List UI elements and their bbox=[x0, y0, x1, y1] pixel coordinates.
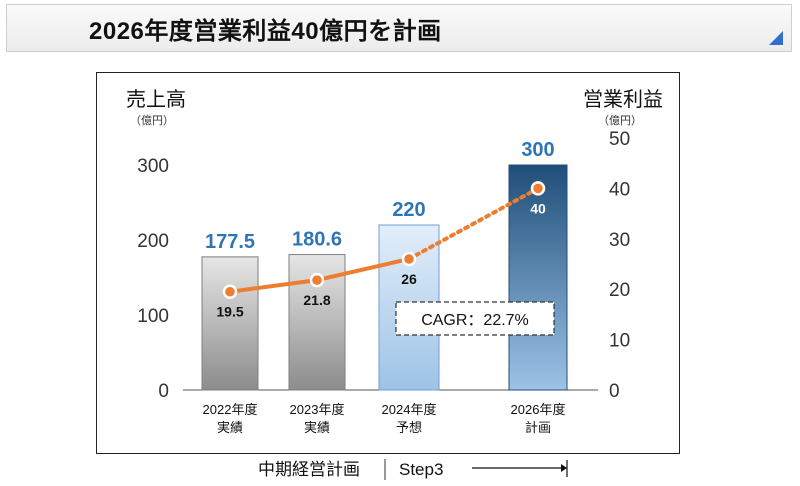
title-bar: 2026年度営業利益40億円を計画 bbox=[6, 4, 792, 52]
right-tick-label: 30 bbox=[609, 230, 630, 251]
right-tick-label: 40 bbox=[609, 179, 630, 200]
left-tick-label: 100 bbox=[137, 306, 169, 327]
x-tick-year-label: 2022年度 bbox=[203, 402, 258, 417]
cagr-box bbox=[395, 301, 555, 336]
profit-point bbox=[530, 181, 546, 196]
left-tick-label: 200 bbox=[137, 231, 169, 252]
right-axis-title: 営業利益 bbox=[583, 88, 663, 111]
x-tick-status-label: 予想 bbox=[396, 420, 422, 435]
x-tick-year-label: 2023年度 bbox=[290, 402, 345, 417]
right-tick-label: 0 bbox=[609, 381, 620, 402]
left-axis-unit: （億円） bbox=[130, 114, 174, 127]
profit-value-label: 40 bbox=[530, 200, 546, 216]
profit-point bbox=[401, 251, 417, 267]
bar bbox=[201, 256, 259, 391]
left-axis-title: 売上高 bbox=[126, 88, 186, 111]
bar-value-label: 177.5 bbox=[205, 231, 255, 253]
right-tick-label: 50 bbox=[609, 129, 630, 150]
profit-line-dotted bbox=[407, 186, 540, 261]
bar bbox=[508, 164, 568, 391]
x-tick-status-label: 計画 bbox=[525, 420, 551, 435]
bar-value-label: 300 bbox=[521, 139, 554, 161]
profit-value-label: 21.8 bbox=[303, 292, 330, 308]
right-axis-unit: （億円） bbox=[598, 114, 642, 127]
footer-step-label: Step3 bbox=[399, 460, 443, 479]
cagr-label: CAGR：22.7% bbox=[421, 312, 529, 329]
profit-point bbox=[222, 284, 238, 299]
profit-value-label: 26 bbox=[401, 271, 417, 287]
bar-value-label: 180.6 bbox=[292, 229, 342, 251]
corner-triangle-icon bbox=[769, 31, 783, 45]
x-tick-year-label: 2026年度 bbox=[511, 402, 566, 417]
profit-point bbox=[309, 272, 325, 288]
x-tick-year-label: 2024年度 bbox=[382, 402, 437, 417]
left-tick-label: 0 bbox=[158, 381, 169, 402]
right-tick-label: 20 bbox=[609, 280, 630, 301]
profit-value-label: 19.5 bbox=[216, 304, 243, 320]
x-tick-status-label: 実績 bbox=[217, 420, 243, 435]
x-tick-status-label: 実績 bbox=[304, 420, 330, 435]
footer-arrow-head-icon bbox=[561, 464, 567, 472]
left-tick-label: 300 bbox=[137, 156, 169, 177]
page-title: 2026年度営業利益40億円を計画 bbox=[89, 18, 442, 45]
bar-value-label: 220 bbox=[392, 199, 425, 221]
right-tick-label: 10 bbox=[609, 331, 630, 352]
footer-plan-label: 中期経営計画 bbox=[258, 460, 360, 479]
